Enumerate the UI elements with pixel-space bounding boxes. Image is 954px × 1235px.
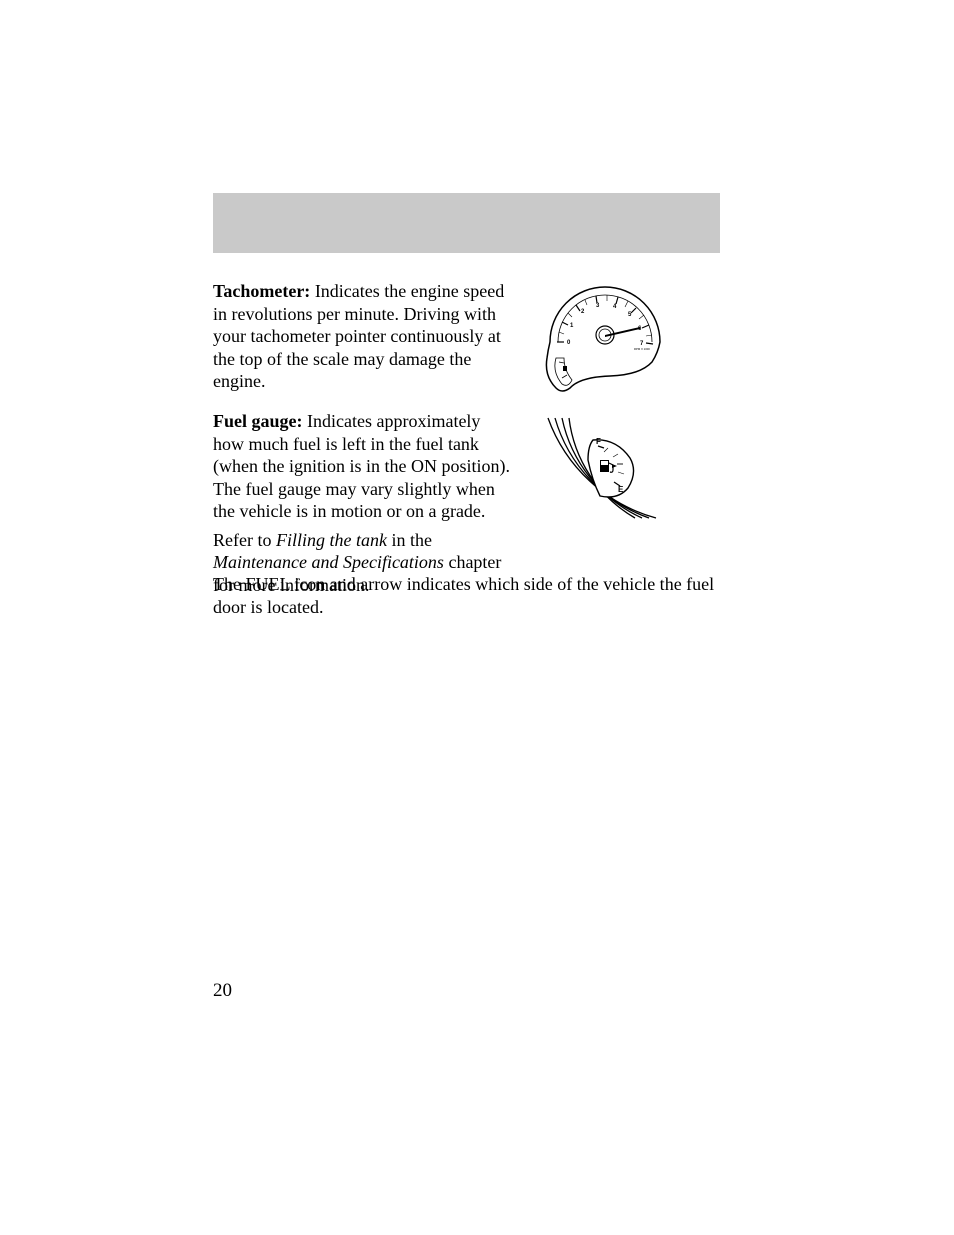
fuel-gauge-figure: F E [538, 410, 668, 522]
fuel-door-note: The FUEL icon and arrow indicates which … [213, 573, 720, 618]
refer-italic-2: Maintenance and Specifications [213, 552, 444, 572]
refer-italic-1: Filling the tank [276, 530, 387, 550]
tachometer-paragraph: Tachometer: Indicates the engine speed i… [213, 280, 513, 393]
fuel-door-note-section: The FUEL icon and arrow indicates which … [213, 573, 720, 624]
fuel-E-label: E [618, 485, 624, 494]
tacho-rpm-label: RPM X 1000 [634, 347, 650, 351]
tachometer-label: Tachometer: [213, 281, 310, 301]
tachometer-figure: 0 1 2 3 4 5 6 7 RPM X 1000 [540, 280, 670, 395]
section-header-bar [213, 193, 720, 253]
fuel-F-label: F [596, 437, 601, 446]
fuel-gauge-label: Fuel gauge: [213, 411, 303, 431]
fuel-gauge-paragraph: Fuel gauge: Indicates approximately how … [213, 410, 513, 523]
page-number: 20 [213, 980, 232, 1002]
